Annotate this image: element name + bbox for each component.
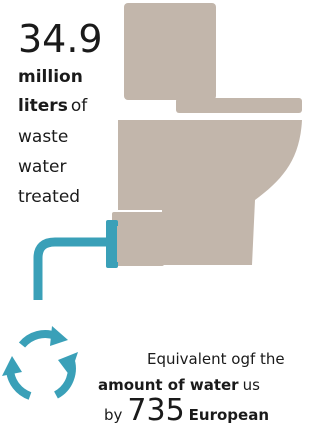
comparison-bold: amount of water — [98, 376, 239, 394]
comparison-word: us — [243, 376, 261, 394]
pipe-joint — [117, 226, 125, 262]
stat-line: treated — [18, 187, 80, 207]
stat-line: waste — [18, 127, 68, 147]
page: {"stat": {"number": "34.9", "unit_1": "m… — [0, 0, 312, 428]
pipe-flange — [106, 220, 118, 268]
comparison-bold: European — [189, 406, 269, 424]
toilet-icon — [112, 3, 302, 266]
stat-unit: million — [18, 67, 83, 87]
comparison-number: 735 — [127, 393, 184, 428]
comparison-line: Equivalent ogf the — [147, 350, 285, 368]
stat-unit: liters — [18, 96, 68, 116]
stat-number: 34.9 — [18, 17, 103, 61]
stat-line: water — [18, 157, 66, 177]
pipe-icon — [38, 242, 108, 300]
comparison-word: by — [104, 406, 123, 424]
stat-word: of — [71, 96, 88, 116]
